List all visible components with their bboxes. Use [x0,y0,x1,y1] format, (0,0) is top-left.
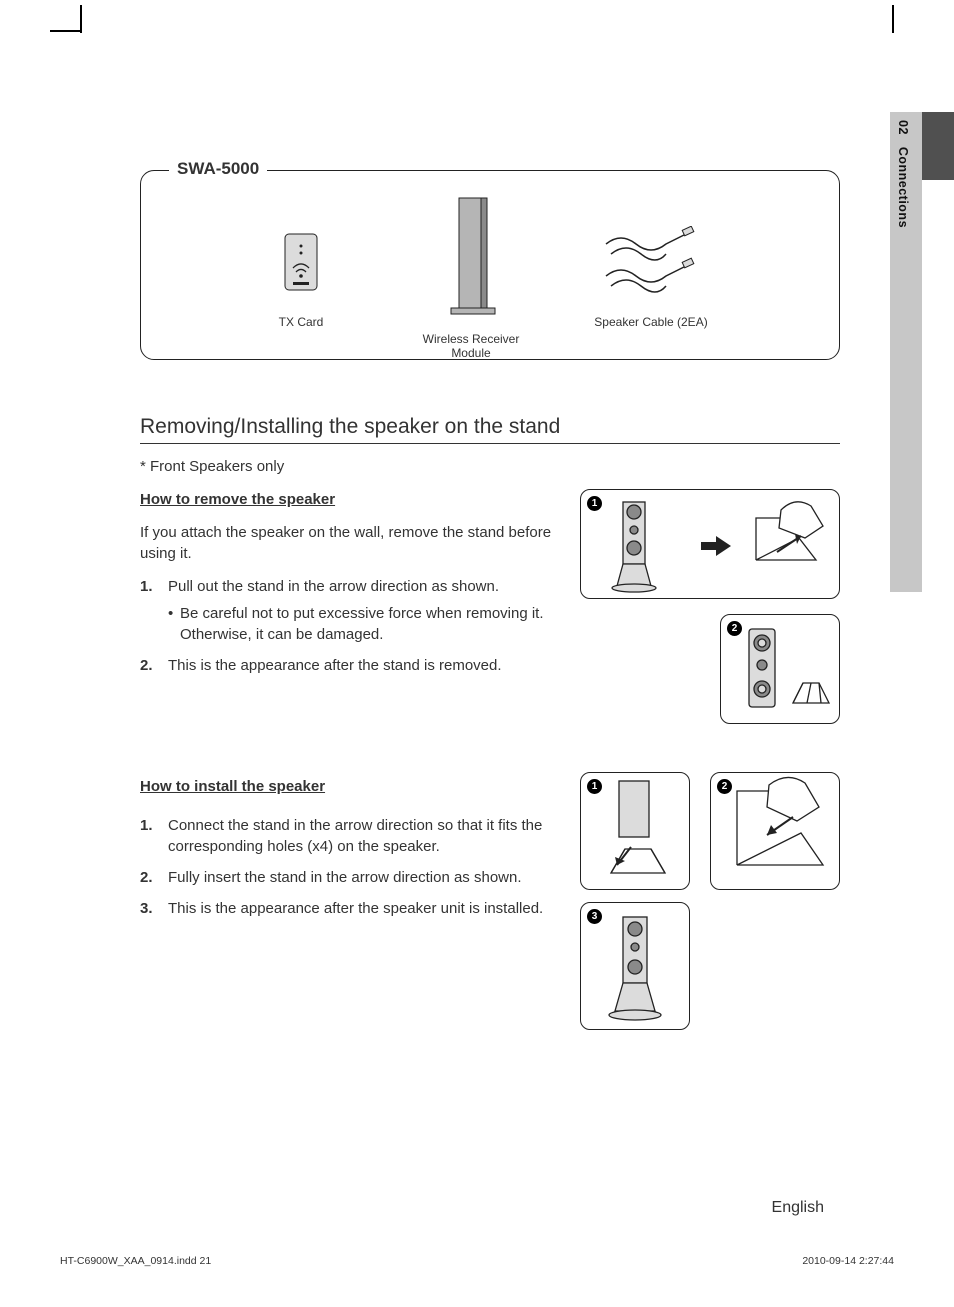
remove-title: How to remove the speaker [140,489,560,510]
swa-item-tx-card: TX Card [241,226,361,329]
install-text: How to install the speaker 1. Connect th… [140,776,560,919]
swa-accessory-box: SWA-5000 TX Card Wireless Receiver Modul… [140,170,840,360]
step-item: 2. Fully insert the stand in the arrow d… [158,867,560,888]
step-item: 1. Pull out the stand in the arrow direc… [158,576,560,645]
step-text: Connect the stand in the arrow direction… [168,817,542,855]
section-title: Connections [896,147,910,228]
diagram-badge: 3 [587,909,602,924]
section-heading: Removing/Installing the speaker on the s… [140,415,840,444]
remove-section: How to remove the speaker If you attach … [140,489,840,676]
step-number: 2. [140,655,153,676]
side-tab-label: 02 Connections [896,120,910,228]
step-number: 1. [140,815,153,836]
step-number: 1. [140,576,153,597]
receiver-icon [431,193,511,323]
remove-intro: If you attach the speaker on the wall, r… [140,522,560,564]
swa-caption: Wireless Receiver Module [411,332,531,360]
crop-mark [80,5,82,33]
speaker-cable-icon [591,226,711,306]
step-text: Pull out the stand in the arrow directio… [168,578,499,595]
step-text: Fully insert the stand in the arrow dire… [168,869,522,886]
diagram-install-2: 2 [710,772,840,890]
footer-language: English [772,1199,824,1217]
step-item: 1. Connect the stand in the arrow direct… [158,815,560,857]
step-bullets: Be careful not to put excessive force wh… [168,603,560,645]
swa-caption: TX Card [241,315,361,329]
section-number: 02 [896,120,910,135]
bullet-item: Be careful not to put excessive force wh… [180,603,560,645]
install-title: How to install the speaker [140,776,560,797]
install-steps: 1. Connect the stand in the arrow direct… [140,815,560,919]
diagram-install-3: 3 [580,902,690,1030]
step-number: 2. [140,867,153,888]
step-number: 3. [140,898,153,919]
tx-card-icon [271,226,331,306]
crop-mark [892,5,894,33]
section-note: * Front Speakers only [140,458,840,475]
swa-title: SWA-5000 [169,159,267,179]
footer-timestamp: 2010-09-14 2:27:44 [802,1255,894,1267]
remove-text: How to remove the speaker If you attach … [140,489,560,676]
diagram-remove-1: 1 [580,489,840,599]
diagram-badge: 1 [587,779,602,794]
side-tab: 02 Connections [890,112,954,592]
diagram-install-1: 1 [580,772,690,890]
step-text: This is the appearance after the stand i… [168,657,502,674]
remove-step1-svg [581,490,841,600]
diagram-badge: 2 [727,621,742,636]
swa-caption: Speaker Cable (2EA) [581,315,721,329]
remove-steps: 1. Pull out the stand in the arrow direc… [140,576,560,676]
install-section: How to install the speaker 1. Connect th… [140,776,840,919]
diagram-badge: 2 [717,779,732,794]
page-content: SWA-5000 TX Card Wireless Receiver Modul… [140,170,840,929]
swa-item-cable: Speaker Cable (2EA) [581,226,721,329]
diagram-badge: 1 [587,496,602,511]
swa-item-receiver: Wireless Receiver Module [411,193,531,360]
step-text: This is the appearance after the speaker… [168,900,543,917]
step-item: 2. This is the appearance after the stan… [158,655,560,676]
step-item: 3. This is the appearance after the spea… [158,898,560,919]
side-tab-accent [922,112,954,180]
diagram-remove-2: 2 [720,614,840,724]
crop-mark [50,30,80,32]
footer-doc-ref: HT-C6900W_XAA_0914.indd 21 [60,1255,211,1267]
